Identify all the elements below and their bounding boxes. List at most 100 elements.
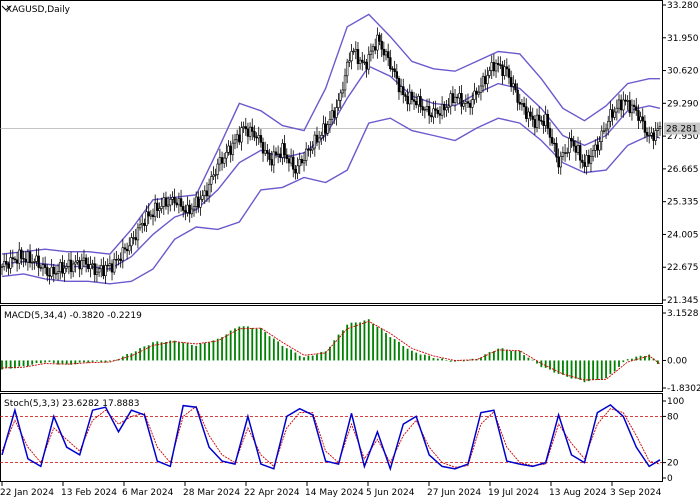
candle-body (264, 150, 266, 153)
candle-body (143, 223, 145, 225)
candle-body (506, 67, 508, 69)
candle-body (597, 145, 599, 150)
candle-body (454, 97, 456, 103)
candle-body (474, 91, 476, 100)
candle-body (655, 131, 657, 141)
macd-bar (588, 360, 590, 381)
candle-body (344, 76, 346, 90)
macd-bar (359, 322, 361, 360)
candle-body (534, 119, 536, 127)
macd-bar (234, 328, 236, 360)
candle-body (135, 238, 137, 240)
candle-body (79, 261, 81, 269)
candle-body (1, 267, 3, 268)
x-tick-label: 6 Mar 2024 (122, 488, 174, 498)
candle-body (620, 100, 622, 110)
candle-body (68, 260, 70, 266)
candle-body (187, 205, 189, 212)
candle-body (124, 248, 126, 249)
macd-bar (44, 360, 46, 362)
candle-body (81, 261, 83, 269)
candle-body (638, 110, 640, 120)
macd-bar (174, 341, 176, 361)
candle-body (316, 135, 318, 142)
candle-body (191, 209, 193, 214)
candle-body (405, 95, 407, 97)
candle-body (279, 154, 281, 158)
price-y-tick-label: 26.665 (667, 165, 699, 175)
candle-body (230, 146, 232, 155)
candle-body (14, 259, 16, 260)
candle-body (286, 155, 288, 159)
candle-body (430, 115, 432, 117)
macd-bar (510, 351, 512, 361)
candle-body (3, 261, 5, 266)
candle-body (262, 142, 264, 153)
candle-body (622, 100, 624, 110)
macd-bar (208, 343, 210, 361)
candle-body (152, 215, 154, 217)
candle-body (277, 154, 279, 155)
candle-body (379, 35, 381, 41)
candle-body (353, 51, 355, 52)
candle-body (465, 102, 467, 104)
candle-body (178, 199, 180, 205)
candle-body (133, 238, 135, 239)
candle-body (463, 103, 465, 106)
macd-bar (584, 360, 586, 382)
candle-body (202, 196, 204, 200)
macd-bar (195, 346, 197, 361)
candle-body (243, 127, 245, 128)
candle-body (640, 117, 642, 121)
candle-body (172, 197, 174, 199)
current-price-label: 28.281 (666, 125, 698, 135)
candle-body (480, 86, 482, 92)
macd-bar (528, 358, 530, 361)
candle-body (625, 100, 627, 101)
x-tick-label: 28 Mar 2024 (183, 488, 240, 498)
candle-body (273, 152, 275, 165)
candle-body (251, 127, 253, 131)
macd-bar (579, 360, 581, 379)
candle-body (351, 51, 353, 60)
candle-body (338, 100, 340, 107)
macd-bar (433, 358, 435, 360)
candle-body (646, 132, 648, 135)
candle-body (614, 112, 616, 117)
candle-body (38, 256, 40, 268)
macd-bar (450, 360, 452, 361)
candle-body (571, 138, 573, 141)
candle-body (40, 268, 42, 269)
macd-bar (437, 359, 439, 361)
candle-body (131, 238, 133, 246)
candle-body (247, 129, 249, 136)
candle-body (10, 258, 12, 269)
candle-body (385, 52, 387, 55)
candle-body (325, 124, 327, 133)
candle-body (126, 249, 128, 251)
candle-body (545, 114, 547, 125)
candle-body (288, 159, 290, 163)
candle-body (374, 47, 376, 50)
candle-body (167, 205, 169, 206)
candle-body (118, 259, 120, 260)
candle-body (109, 264, 111, 266)
candle-body (383, 49, 385, 55)
price-y-tick-label: 22.675 (667, 263, 699, 273)
macd-bar (92, 360, 94, 361)
macd-bar (411, 351, 413, 361)
candle-body (94, 264, 96, 275)
candle-body (461, 93, 463, 106)
candle-body (441, 104, 443, 115)
macd-bar (545, 360, 547, 367)
macd-bar (256, 329, 258, 361)
candle-body (305, 149, 307, 161)
candle-body (392, 69, 394, 70)
macd-bar (238, 327, 240, 361)
candle-body (66, 266, 68, 268)
macd-bar (316, 354, 318, 360)
candle-body (36, 256, 38, 261)
candle-body (62, 262, 64, 273)
candle-body (573, 141, 575, 146)
candle-body (23, 258, 25, 259)
